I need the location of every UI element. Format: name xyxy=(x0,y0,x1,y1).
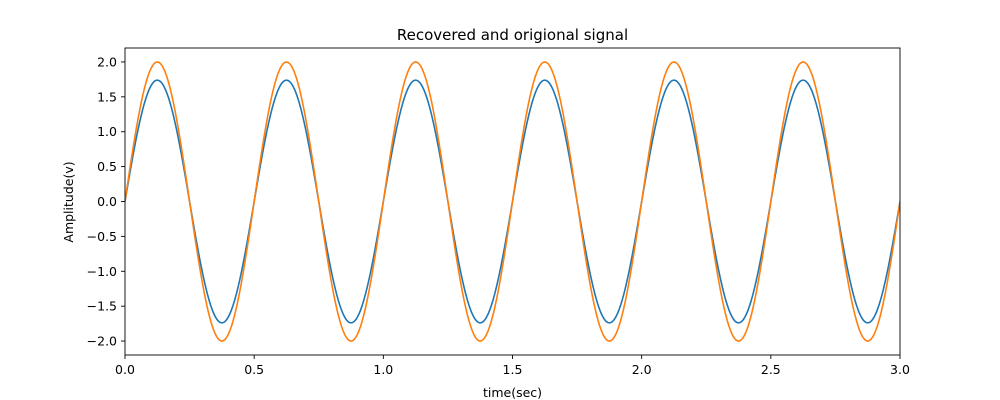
x-tick-label: 2.0 xyxy=(632,362,652,377)
axes: 0.0 0.5 1.0 1.5 2.0 2.5 3.0 −2.0 −1.5 −1.0 −0.5 0.0… xyxy=(87,47,910,377)
y-tick-label: −0.5 xyxy=(87,229,117,244)
y-tick-label: −1.0 xyxy=(87,264,117,279)
y-tick-label: 1.5 xyxy=(97,89,117,104)
chart-title: Recovered and origional signal xyxy=(397,26,628,44)
plot-area xyxy=(125,61,900,342)
y-tick-label: 1.0 xyxy=(97,124,117,139)
x-tick-label: 2.5 xyxy=(761,362,781,377)
y-tick-label: 0.0 xyxy=(97,194,117,209)
y-tick-label: 2.0 xyxy=(97,54,117,69)
x-tick-label: 1.5 xyxy=(503,362,523,377)
series-line-2 xyxy=(125,61,900,342)
x-tick-label: 3.0 xyxy=(890,362,910,377)
y-tick-label: −1.5 xyxy=(87,299,117,314)
x-tick-label: 1.0 xyxy=(373,362,393,377)
x-axis-title: time(sec) xyxy=(483,385,542,400)
x-tick-label: 0.0 xyxy=(115,362,135,377)
x-tick-label: 0.5 xyxy=(244,362,264,377)
y-axis-title: Amplitude(v) xyxy=(61,161,76,242)
y-tick-label: 0.5 xyxy=(97,159,117,174)
y-tick-label: −2.0 xyxy=(87,334,117,349)
